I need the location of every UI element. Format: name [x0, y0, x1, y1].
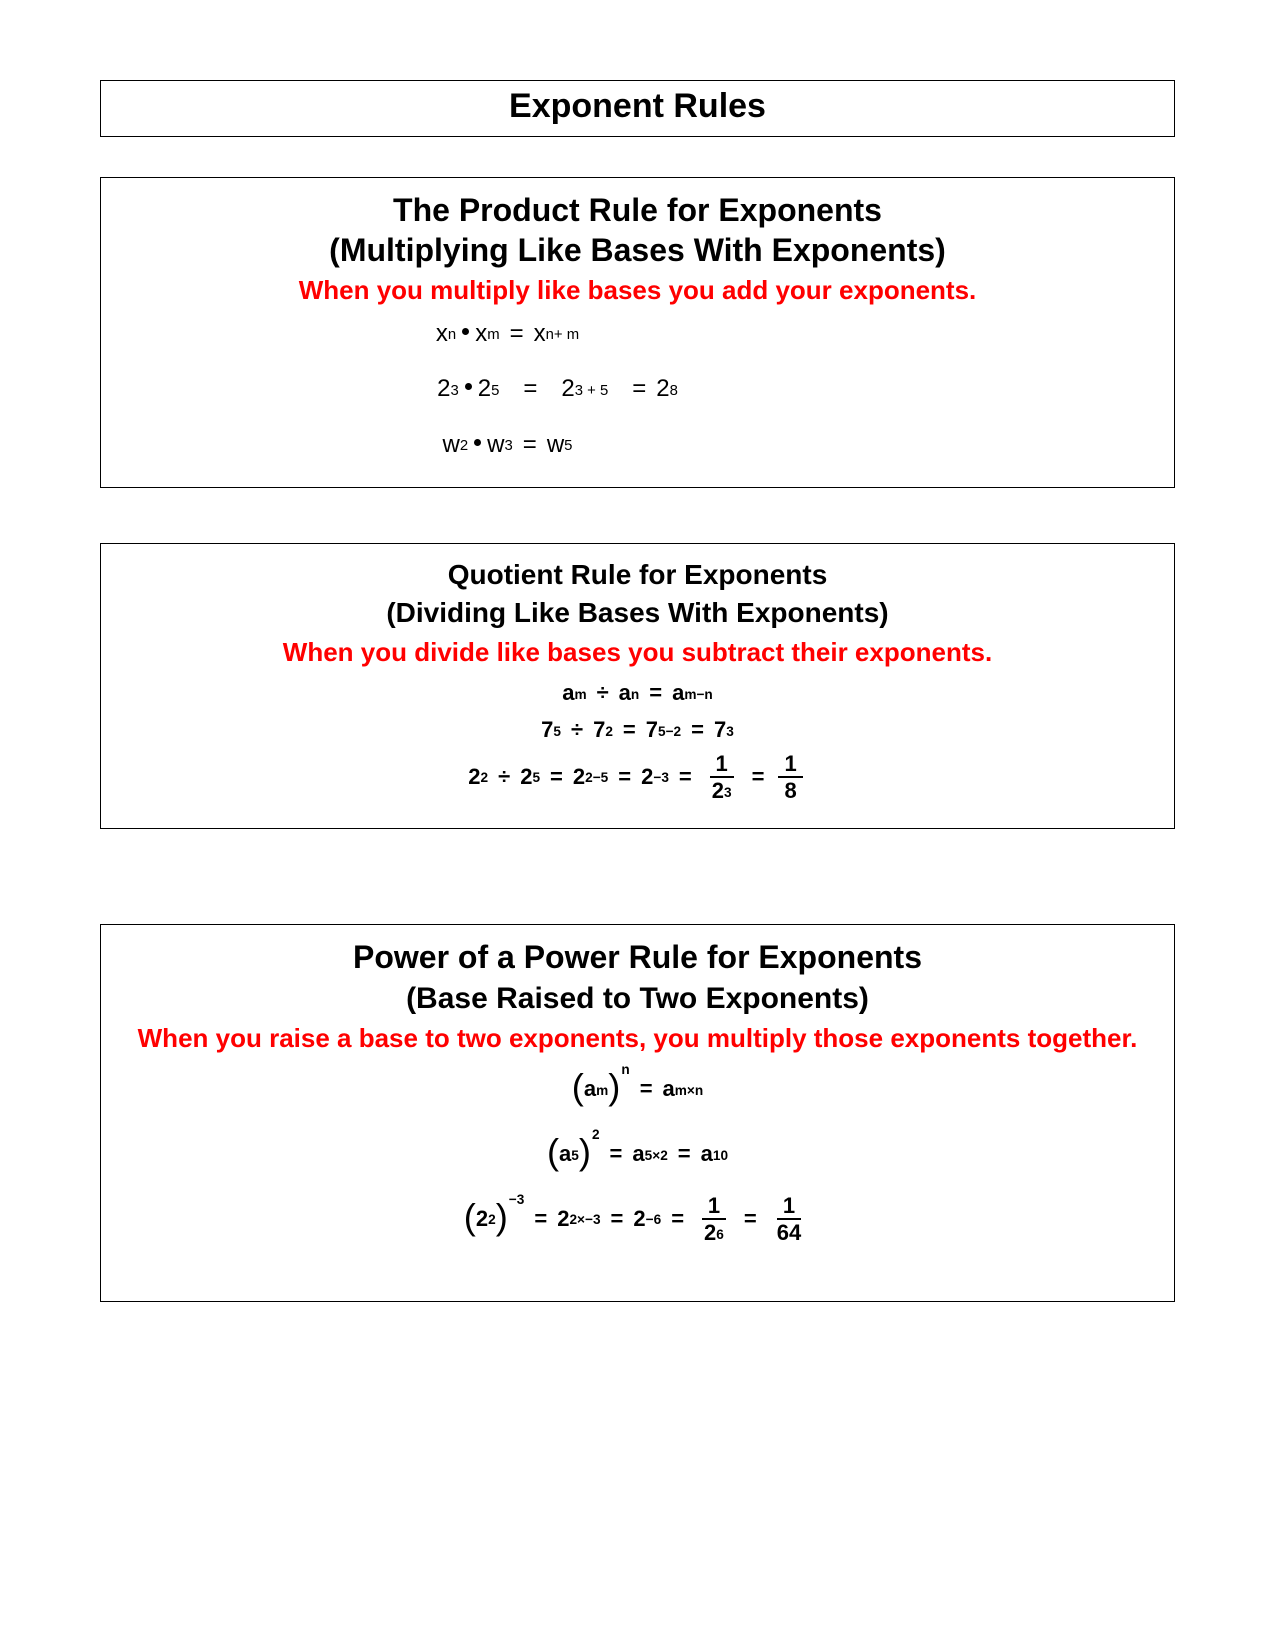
- fraction: 1 23: [706, 752, 738, 802]
- product-heading-line1: The Product Rule for Exponents: [393, 192, 882, 228]
- quotient-heading-line2: (Dividing Like Bases With Exponents): [386, 597, 888, 628]
- power-heading-line1: Power of a Power Rule for Exponents: [353, 939, 922, 975]
- quotient-description: When you divide like bases you subtract …: [119, 636, 1156, 669]
- dot-icon: [474, 439, 481, 446]
- power-heading-line2: (Base Raised to Two Exponents): [406, 982, 869, 1015]
- product-eq2: 23 25 = 23 + 5 = 28: [0, 372, 1156, 406]
- power-eq1: ( am ) n = am×n: [119, 1064, 1156, 1115]
- quotient-eq3: 22 ÷ 25 = 22−5 = 2−3 = 1 23 = 1 8: [119, 752, 1156, 802]
- product-description: When you multiply like bases you add you…: [119, 274, 1156, 307]
- fraction: 1 64: [771, 1194, 807, 1244]
- page: Exponent Rules The Product Rule for Expo…: [0, 0, 1275, 1302]
- product-rule-box: The Product Rule for Exponents (Multiply…: [100, 177, 1175, 488]
- page-title: Exponent Rules: [509, 87, 766, 125]
- power-rule-box: Power of a Power Rule for Exponents (Base…: [100, 924, 1175, 1301]
- product-heading: The Product Rule for Exponents (Multiply…: [119, 190, 1156, 270]
- dot-icon: [462, 328, 469, 335]
- page-title-box: Exponent Rules: [100, 80, 1175, 137]
- dot-icon: [465, 383, 472, 390]
- product-eq1: xn xm = xn+ m: [0, 317, 1156, 351]
- fraction: 1 8: [778, 752, 802, 802]
- quotient-heading: Quotient Rule for Exponents (Dividing Li…: [119, 556, 1156, 632]
- product-heading-line2: (Multiplying Like Bases With Exponents): [329, 232, 946, 268]
- power-eq2: ( a5 ) 2 = a5×2 = a10: [119, 1129, 1156, 1180]
- quotient-eq1: am ÷ an = am−n: [119, 678, 1156, 709]
- product-eq3: w2 w3 = w5: [0, 428, 1156, 462]
- fraction: 1 26: [698, 1194, 730, 1244]
- power-eq3: ( 22 ) −3 = 22×−3 = 2−6 = 1 26 = 1 64: [119, 1194, 1156, 1245]
- quotient-rule-box: Quotient Rule for Exponents (Dividing Li…: [100, 543, 1175, 829]
- power-heading: Power of a Power Rule for Exponents (Base…: [119, 937, 1156, 1018]
- quotient-eq2: 75 ÷ 72 = 75−2 = 73: [119, 715, 1156, 746]
- power-description: When you raise a base to two exponents, …: [119, 1022, 1156, 1055]
- quotient-heading-line1: Quotient Rule for Exponents: [448, 559, 828, 590]
